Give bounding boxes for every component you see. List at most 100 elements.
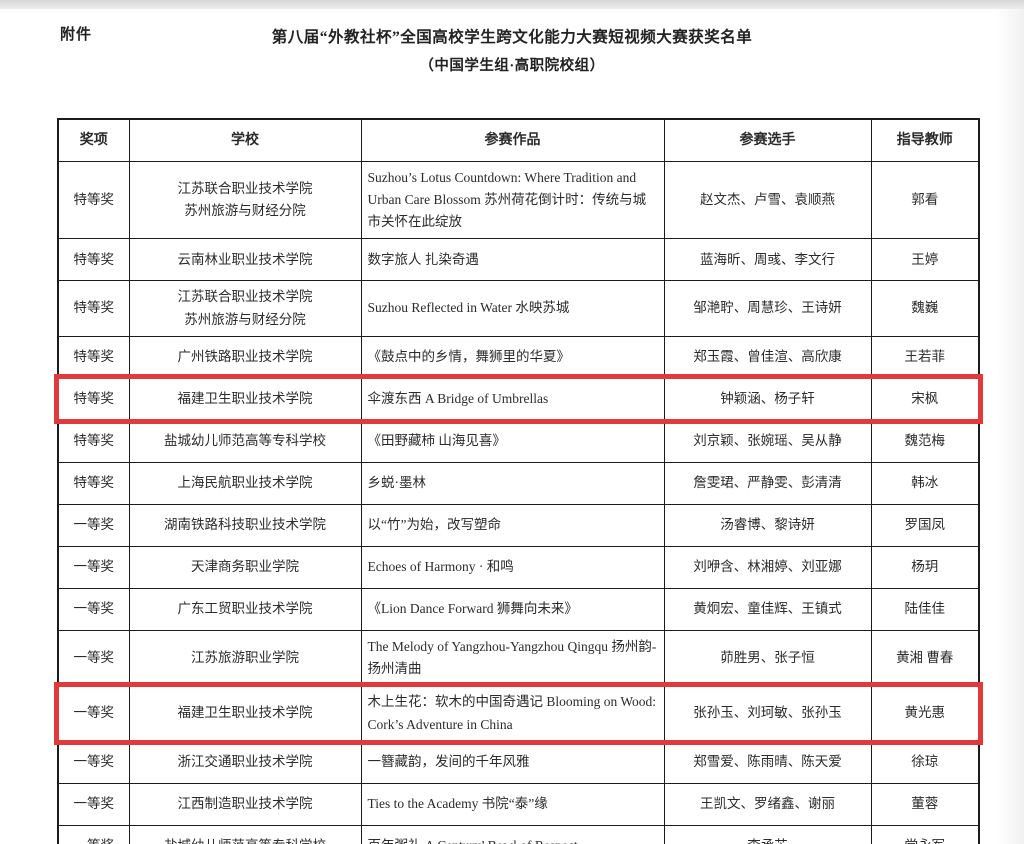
header-work: 参赛作品 [360,118,665,162]
table-body: 特等奖 江苏联合职业技术学院 苏州旅游与财经分院 Suzhou’s Lotus … [54,160,983,844]
award-cell: 特等奖 [57,377,130,421]
award-cell: 一等奖 [57,685,130,742]
work-cell: The Melody of Yangzhou-Yangzhou Qingqu 扬… [360,629,665,687]
title-block: 第八届“外教社杯”全国高校学生跨文化能力大赛短视频大赛获奖名单 （中国学生组·高… [0,0,1024,75]
teacher-cell: 魏巍 [870,280,980,337]
participants-cell: 郑玉霞、曾佳渲、高欣康 [663,335,872,379]
work-cell: 《Lion Dance Forward 狮舞向未来》 [360,587,665,631]
school-cell: 盐城幼儿师范高等专科学校 [128,419,362,463]
award-cell: 一等奖 [57,782,130,826]
header-school: 学校 [128,118,362,162]
award-cell: 一等奖 [57,503,130,547]
work-cell: 木上生花：软木的中国奇遇记 Blooming on Wood: Cork’s A… [360,685,665,742]
participants-cell: 王凯文、罗绪鑫、谢丽 [663,782,872,826]
participants-cell: 李承芯 [663,824,872,844]
school-cell: 江苏联合职业技术学院 苏州旅游与财经分院 [128,160,362,240]
school-cell: 江西制造职业技术学院 [128,782,362,826]
teacher-cell: 魏范梅 [870,419,980,463]
participants-cell: 汤睿博、黎诗妍 [663,503,872,547]
header-participants: 参赛选手 [663,118,872,162]
table-row: 一等奖 盐城幼儿师范高等专科学校 百年粥礼 A Century’ Bowl of… [57,824,980,844]
work-cell: Suzhou Reflected in Water 水映苏城 [360,280,665,337]
participants-cell: 郑雪爱、陈雨晴、陈天爱 [663,740,872,784]
work-cell: 以“竹”为始，改写塑命 [360,503,665,547]
table-row: 特等奖 江苏联合职业技术学院 苏州旅游与财经分院 Suzhou Reflecte… [57,280,980,337]
award-cell: 一等奖 [57,740,130,784]
school-cell: 广州铁路职业技术学院 [128,335,362,379]
award-cell: 特等奖 [57,280,130,337]
document-title: 第八届“外教社杯”全国高校学生跨文化能力大赛短视频大赛获奖名单 [271,29,753,46]
school-cell: 上海民航职业技术学院 [128,461,362,505]
table-row: 一等奖 浙江交通职业技术学院 一簪藏韵，发间的千年风雅 郑雪爱、陈雨晴、陈天爱 … [57,740,980,784]
work-cell: 《鼓点中的乡情，舞狮里的华夏》 [360,335,665,379]
table-row: 特等奖 云南林业职业技术学院 数字旅人 扎染奇遇 蓝海昕、周彧、李文行 王婷 [57,238,980,282]
participants-cell: 蓝海昕、周彧、李文行 [663,238,872,282]
participants-cell: 刘咿含、林湘婷、刘亚娜 [663,545,872,589]
teacher-cell: 徐琼 [870,740,980,784]
school-cell: 浙江交通职业技术学院 [128,740,362,784]
participants-cell: 张孙玉、刘珂敏、张孙玉 [663,685,872,742]
table-row: 特等奖 盐城幼儿师范高等专科学校 《田野藏柿 山海见喜》 刘京颖、张婉瑶、吴从静… [57,419,980,463]
document-subtitle: （中国学生组·高职院校组） [419,58,605,74]
table-row-highlighted: 特等奖 福建卫生职业技术学院 伞渡东西 A Bridge of Umbrella… [54,374,983,425]
teacher-cell: 杨玥 [870,545,980,589]
award-cell: 特等奖 [57,419,130,463]
award-cell: 特等奖 [57,335,130,379]
work-cell: 《田野藏柿 山海见喜》 [360,419,665,463]
school-cell: 江苏联合职业技术学院 苏州旅游与财经分院 [128,280,362,337]
award-cell: 特等奖 [57,461,130,505]
teacher-cell: 陆佳佳 [870,587,980,631]
table-row: 一等奖 湖南铁路科技职业技术学院 以“竹”为始，改写塑命 汤睿博、黎诗妍 罗国凤 [57,503,980,547]
header-award: 奖项 [57,118,130,162]
award-cell: 一等奖 [57,629,130,687]
attachment-label: 附件 [60,27,93,43]
school-cell: 福建卫生职业技术学院 [128,685,362,742]
school-cell: 广东工贸职业技术学院 [128,587,362,631]
school-cell: 盐城幼儿师范高等专科学校 [128,824,362,844]
participants-cell: 钟颖涵、杨子轩 [663,377,872,421]
teacher-cell: 宋枫 [870,377,980,421]
participants-cell: 黄炯宏、童佳辉、王镇式 [663,587,872,631]
table-header-row: 奖项 学校 参赛作品 参赛选手 指导教师 [57,118,980,162]
window-top-edge [0,0,1024,9]
table-row: 一等奖 江西制造职业技术学院 Ties to the Academy 书院“泰”… [57,782,980,826]
work-cell: 乡蜕·墨林 [360,461,665,505]
teacher-cell: 韩冰 [870,461,980,505]
teacher-cell: 黄湘 曹春 [870,629,980,687]
school-cell: 江苏旅游职业学院 [128,629,362,687]
school-cell: 云南林业职业技术学院 [128,238,362,282]
teacher-cell: 罗国凤 [870,503,980,547]
header-teacher: 指导教师 [870,118,980,162]
work-cell: 数字旅人 扎染奇遇 [360,238,665,282]
teacher-cell: 董蓉 [870,782,980,826]
participants-cell: 詹雯珺、严静雯、彭清清 [663,461,872,505]
award-cell: 特等奖 [57,238,130,282]
work-cell: 百年粥礼 A Century’ Bowl of Respect [360,824,665,844]
school-cell: 天津商务职业学院 [128,545,362,589]
table-row: 特等奖 江苏联合职业技术学院 苏州旅游与财经分院 Suzhou’s Lotus … [57,160,980,240]
table-row: 特等奖 广州铁路职业技术学院 《鼓点中的乡情，舞狮里的华夏》 郑玉霞、曾佳渲、高… [57,335,980,379]
teacher-cell: 王婷 [870,238,980,282]
teacher-cell: 王若菲 [870,335,980,379]
work-cell: 伞渡东西 A Bridge of Umbrellas [360,377,665,421]
participants-cell: 邹滟聍、周慧珍、王诗妍 [663,280,872,337]
table-row: 一等奖 广东工贸职业技术学院 《Lion Dance Forward 狮舞向未来… [57,587,980,631]
award-table: 奖项 学校 参赛作品 参赛选手 指导教师 特等奖 江苏联合职业技术学院 苏州旅游… [54,118,983,844]
participants-cell: 赵文杰、卢雪、袁顺燕 [663,160,872,240]
participants-cell: 茆胜男、张子恒 [663,629,872,687]
table-row-highlighted: 一等奖 福建卫生职业技术学院 木上生花：软木的中国奇遇记 Blooming on… [54,681,983,746]
award-cell: 一等奖 [57,824,130,844]
teacher-cell: 黄光惠 [870,685,980,742]
school-cell: 湖南铁路科技职业技术学院 [128,503,362,547]
work-cell: Ties to the Academy 书院“泰”缘 [360,782,665,826]
work-cell: Echoes of Harmony · 和鸣 [360,545,665,589]
participants-cell: 刘京颖、张婉瑶、吴从静 [663,419,872,463]
award-cell: 一等奖 [57,545,130,589]
teacher-cell: 郭看 [870,160,980,240]
table-row: 一等奖 天津商务职业学院 Echoes of Harmony · 和鸣 刘咿含、… [57,545,980,589]
table-row: 特等奖 上海民航职业技术学院 乡蜕·墨林 詹雯珺、严静雯、彭清清 韩冰 [57,461,980,505]
school-cell: 福建卫生职业技术学院 [128,377,362,421]
table-row: 一等奖 江苏旅游职业学院 The Melody of Yangzhou-Yang… [57,629,980,687]
work-cell: Suzhou’s Lotus Countdown: Where Traditio… [360,160,665,240]
